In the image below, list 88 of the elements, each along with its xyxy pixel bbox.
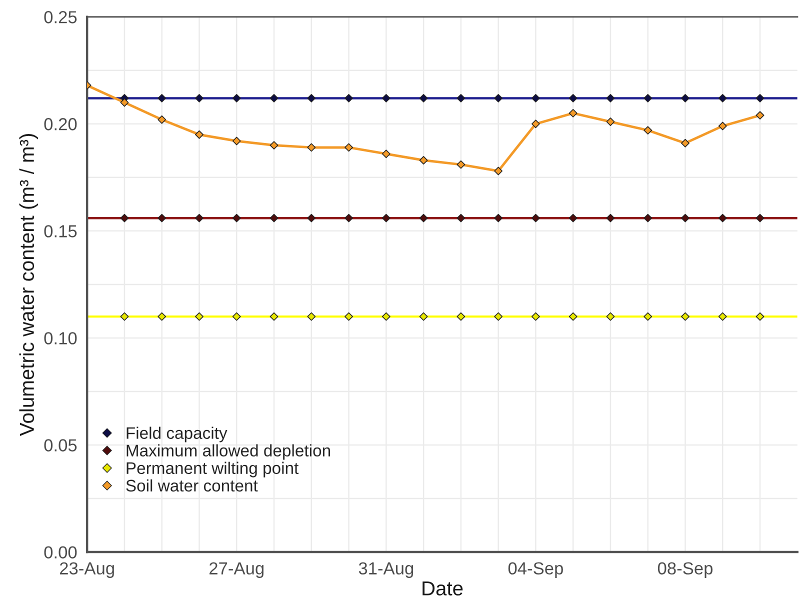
point [606, 94, 615, 102]
point [644, 94, 652, 102]
point [232, 94, 241, 102]
point [270, 312, 278, 321]
point [344, 214, 354, 222]
point [195, 94, 204, 102]
point [531, 94, 540, 102]
point [756, 94, 764, 102]
point [270, 94, 278, 102]
point [606, 118, 615, 126]
point [419, 156, 428, 165]
x-tick-label: 04-Sep [508, 562, 563, 578]
legend-label: Soil water content [126, 479, 258, 492]
x-axis-title: Date [422, 581, 463, 596]
point [270, 214, 278, 222]
point [718, 94, 727, 102]
point [718, 214, 727, 222]
point [718, 122, 727, 130]
point [195, 214, 204, 222]
point [232, 214, 241, 222]
y-tick-label: 0.05 [44, 439, 77, 452]
point [419, 312, 428, 321]
legend-label: Permanent wilting point [126, 462, 299, 478]
y-tick-label: 0.15 [44, 225, 77, 238]
point [644, 312, 652, 321]
point [382, 94, 390, 102]
point [531, 312, 540, 321]
point [456, 214, 466, 222]
point [531, 120, 540, 128]
point [195, 130, 204, 139]
x-tick-label: 08-Sep [658, 562, 713, 578]
y-tick-label: 0.00 [44, 546, 77, 558]
point [158, 94, 166, 102]
point [270, 141, 278, 150]
point [307, 214, 316, 222]
legend-label: Field capacity [126, 426, 228, 442]
point [382, 150, 390, 158]
point [568, 108, 578, 118]
point [307, 312, 316, 321]
x-tick-label: 27-Aug [210, 562, 264, 578]
point [344, 312, 354, 321]
point [606, 312, 615, 321]
point [568, 214, 578, 222]
point [344, 143, 354, 152]
point [120, 312, 129, 321]
point [606, 214, 615, 222]
y-tick-label: 0.20 [44, 118, 77, 130]
point [644, 214, 652, 222]
point [344, 94, 354, 102]
point [120, 98, 129, 107]
point [456, 160, 466, 169]
point [307, 143, 316, 152]
legend-label: Maximum allowed depletion [126, 444, 330, 460]
point [195, 312, 204, 321]
point [494, 214, 503, 222]
point [756, 111, 764, 120]
y-tick-label: 0.10 [44, 332, 77, 344]
point [644, 126, 652, 135]
point [382, 312, 390, 321]
point [681, 138, 690, 148]
point [531, 214, 540, 222]
point [494, 94, 503, 102]
point [456, 312, 466, 321]
point [120, 214, 129, 222]
y-axis-title: Volumetric water content (m³ / m³) [19, 134, 38, 436]
point [456, 94, 466, 102]
point [718, 312, 727, 321]
point [756, 312, 764, 321]
point [681, 214, 690, 222]
point [158, 214, 166, 222]
point [158, 312, 166, 321]
point [568, 94, 578, 102]
y-tick-label: 0.25 [44, 11, 77, 24]
point [307, 94, 316, 102]
point [419, 214, 428, 222]
point [382, 214, 390, 222]
point [232, 136, 241, 146]
x-tick-label: 31-Aug [358, 562, 414, 578]
point [756, 214, 764, 222]
point [681, 94, 690, 102]
point [494, 166, 503, 176]
point [568, 312, 578, 321]
point [494, 312, 503, 321]
x-tick-label: 23-Aug [60, 562, 114, 578]
point [232, 312, 241, 321]
point [158, 115, 166, 124]
point [681, 312, 690, 321]
point [419, 94, 428, 102]
